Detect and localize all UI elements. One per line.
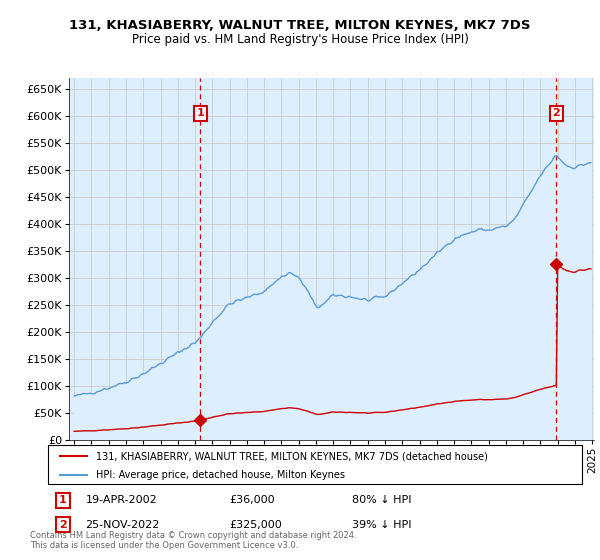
Text: 25-NOV-2022: 25-NOV-2022	[85, 520, 160, 530]
Text: Contains HM Land Registry data © Crown copyright and database right 2024.
This d: Contains HM Land Registry data © Crown c…	[30, 530, 356, 550]
FancyBboxPatch shape	[48, 445, 582, 484]
Text: 2: 2	[553, 109, 560, 119]
Text: HPI: Average price, detached house, Milton Keynes: HPI: Average price, detached house, Milt…	[96, 470, 345, 479]
Text: £36,000: £36,000	[230, 496, 275, 505]
Text: £325,000: £325,000	[230, 520, 283, 530]
Text: 19-APR-2002: 19-APR-2002	[85, 496, 157, 505]
Text: Price paid vs. HM Land Registry's House Price Index (HPI): Price paid vs. HM Land Registry's House …	[131, 32, 469, 46]
Text: 2: 2	[59, 520, 67, 530]
Text: 39% ↓ HPI: 39% ↓ HPI	[352, 520, 412, 530]
Text: 1: 1	[196, 109, 204, 119]
Text: 131, KHASIABERRY, WALNUT TREE, MILTON KEYNES, MK7 7DS (detached house): 131, KHASIABERRY, WALNUT TREE, MILTON KE…	[96, 451, 488, 461]
Text: 1: 1	[59, 496, 67, 505]
Text: 80% ↓ HPI: 80% ↓ HPI	[352, 496, 412, 505]
Text: 131, KHASIABERRY, WALNUT TREE, MILTON KEYNES, MK7 7DS: 131, KHASIABERRY, WALNUT TREE, MILTON KE…	[69, 18, 531, 32]
